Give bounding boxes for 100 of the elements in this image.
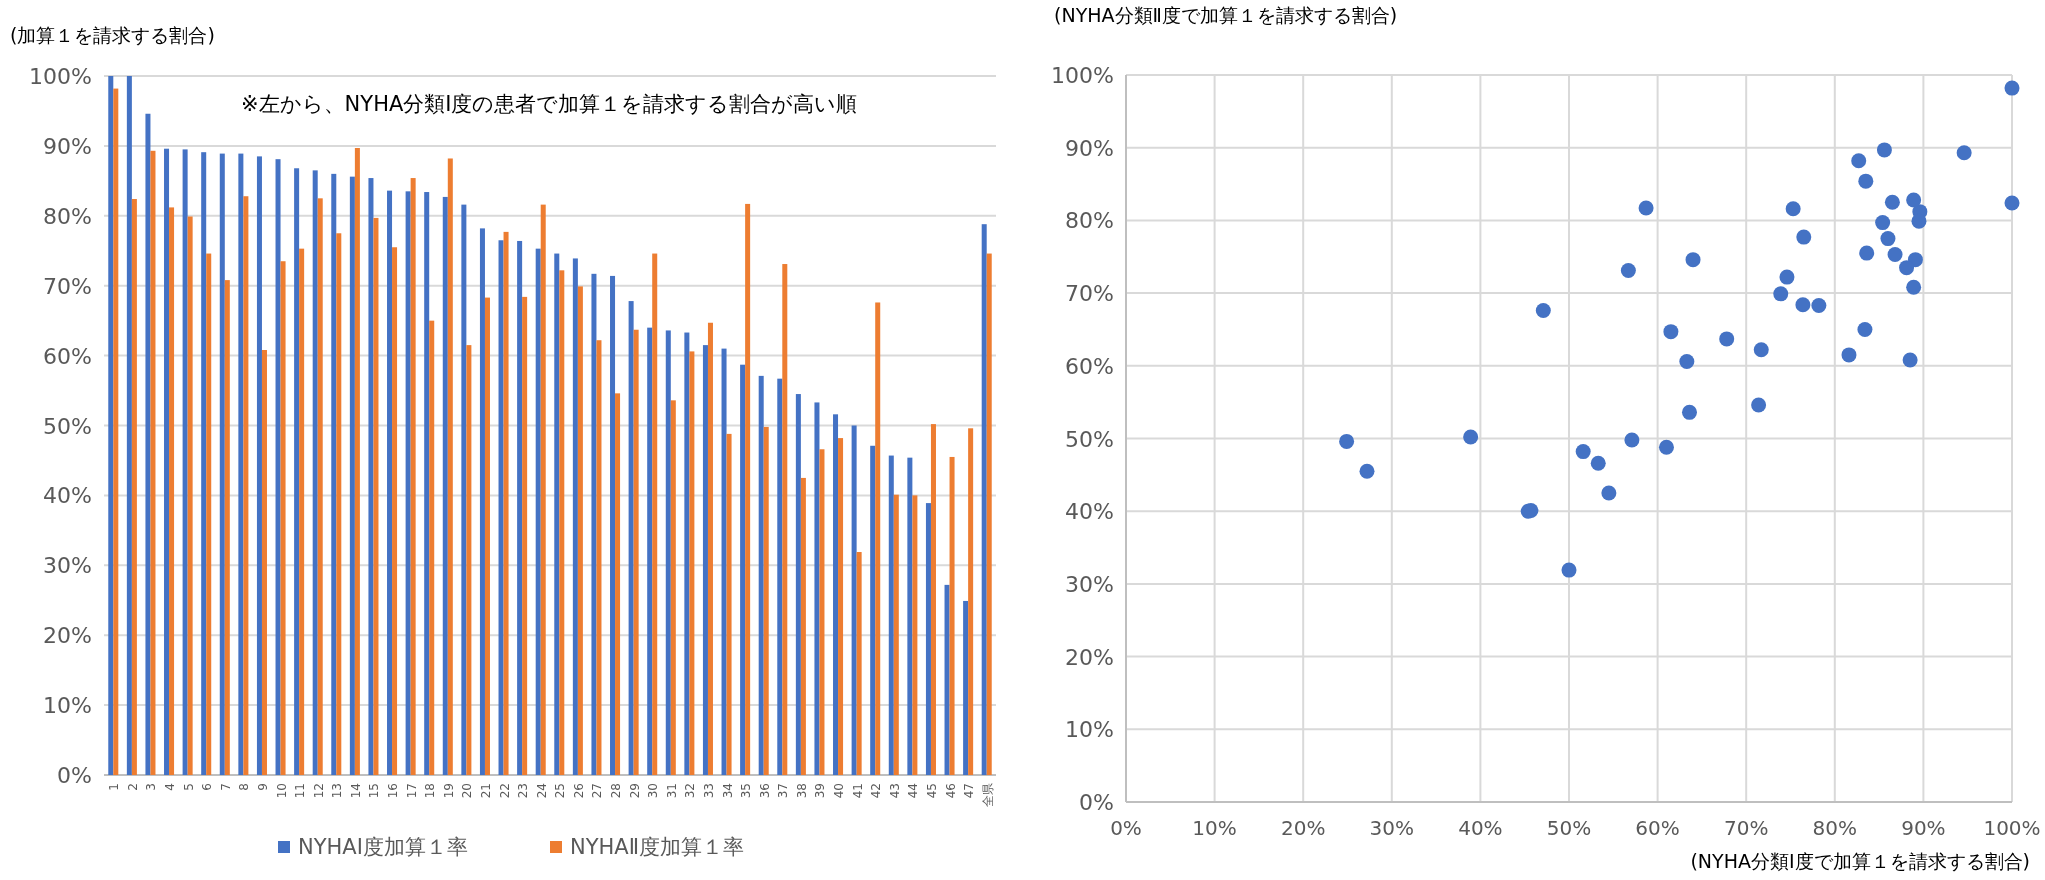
bar: [986, 253, 992, 775]
point: [1906, 192, 1922, 208]
x-tick-label: 40: [832, 783, 847, 799]
bar: [294, 168, 300, 775]
bar: [838, 438, 844, 775]
x-tick-label: 1: [107, 783, 122, 791]
bar: [670, 400, 676, 775]
point: [1884, 194, 1900, 210]
bar: [596, 340, 602, 775]
bar: [275, 159, 281, 775]
point: [1899, 260, 1915, 276]
y-tick-label: 40%: [1065, 499, 1114, 525]
bar: [392, 247, 398, 775]
x-tick-label: 16: [386, 783, 401, 799]
x-tick-label: 45: [924, 783, 939, 799]
x-tick-label: 50%: [1546, 816, 1592, 840]
y-tick-label: 20%: [43, 623, 92, 649]
bar: [484, 297, 490, 775]
bar: [707, 322, 713, 775]
point: [1751, 397, 1767, 413]
bar: [875, 302, 881, 775]
point: [1561, 562, 1577, 578]
bar: [684, 332, 690, 775]
x-axis-title: (NYHA分類Ⅰ度で加算１を請求する割合): [1690, 850, 2030, 872]
bar: [540, 204, 546, 775]
point: [1575, 444, 1591, 460]
x-tick-label: 10%: [1192, 816, 1237, 840]
y-tick-label: 90%: [1065, 135, 1114, 161]
bar: [628, 301, 634, 775]
bar: [888, 455, 894, 775]
point: [1601, 485, 1617, 501]
bar: [238, 153, 244, 775]
x-tick-label: 9: [255, 783, 270, 791]
x-tick-label: 47: [962, 783, 977, 799]
y-tick-label: 20%: [1065, 644, 1114, 670]
x-tick-label: 60%: [1635, 816, 1680, 840]
bar: [795, 394, 801, 775]
x-tick-label: 6: [200, 783, 215, 791]
x-tick-label: 19: [441, 783, 456, 799]
bar: [726, 433, 732, 775]
bar: [387, 190, 393, 775]
y-tick-label: 70%: [1065, 281, 1114, 307]
bar: [535, 248, 541, 775]
bar: [925, 503, 931, 775]
x-tick-label: 23: [516, 783, 531, 799]
bar: [219, 153, 225, 775]
bar: [280, 261, 286, 775]
point: [1880, 231, 1896, 247]
y-tick-label: 40%: [43, 483, 92, 509]
y-tick-label: 100%: [29, 64, 92, 89]
y-tick-label: 80%: [43, 203, 92, 229]
bar: [819, 449, 825, 775]
point: [1590, 455, 1606, 471]
bar: [410, 178, 416, 775]
bar: [554, 253, 560, 775]
bar: [870, 445, 876, 775]
bar: [633, 329, 639, 775]
bar: [689, 351, 695, 775]
x-tick-label: 3: [144, 783, 159, 791]
x-tick-label: 36: [757, 783, 772, 799]
y-axis-title: (加算１を請求する割合): [10, 24, 215, 46]
x-tick-label: 43: [887, 783, 902, 799]
bar: [851, 425, 857, 775]
bar: [517, 240, 523, 775]
point: [2004, 195, 2020, 211]
x-tick-label: 10: [274, 783, 289, 799]
bar: [164, 148, 170, 775]
x-tick-label: 40%: [1458, 816, 1503, 840]
x-tick-label: 37: [776, 783, 791, 799]
bar: [461, 204, 467, 775]
y-tick-label: 70%: [43, 273, 92, 299]
bar: [907, 457, 913, 775]
point: [2004, 80, 2020, 96]
point: [1773, 286, 1789, 302]
bar: [336, 233, 342, 775]
bar: [145, 113, 151, 775]
x-tick-label: 38: [794, 783, 809, 799]
x-tick-label: 24: [534, 783, 549, 799]
bar: [113, 88, 119, 775]
point: [1902, 352, 1918, 368]
bar: [758, 375, 764, 775]
bar: [777, 378, 783, 775]
x-tick-label: 90%: [1901, 816, 1946, 840]
x-tick-label: 25: [553, 783, 568, 799]
bar: [963, 600, 969, 775]
bar: [763, 426, 769, 775]
y-tick-label: 30%: [43, 553, 92, 579]
bar: [169, 207, 175, 775]
point: [1685, 252, 1701, 268]
bar: [647, 327, 653, 775]
point: [1719, 331, 1735, 347]
bar: [150, 150, 156, 775]
x-tick-label: 46: [943, 783, 958, 799]
point: [1779, 269, 1795, 285]
x-tick-label: 41: [850, 783, 865, 799]
bar: [126, 76, 132, 775]
point: [1785, 201, 1801, 217]
x-tick-label: 26: [571, 783, 586, 799]
point: [1535, 303, 1551, 319]
x-tick-label: 17: [404, 783, 419, 799]
